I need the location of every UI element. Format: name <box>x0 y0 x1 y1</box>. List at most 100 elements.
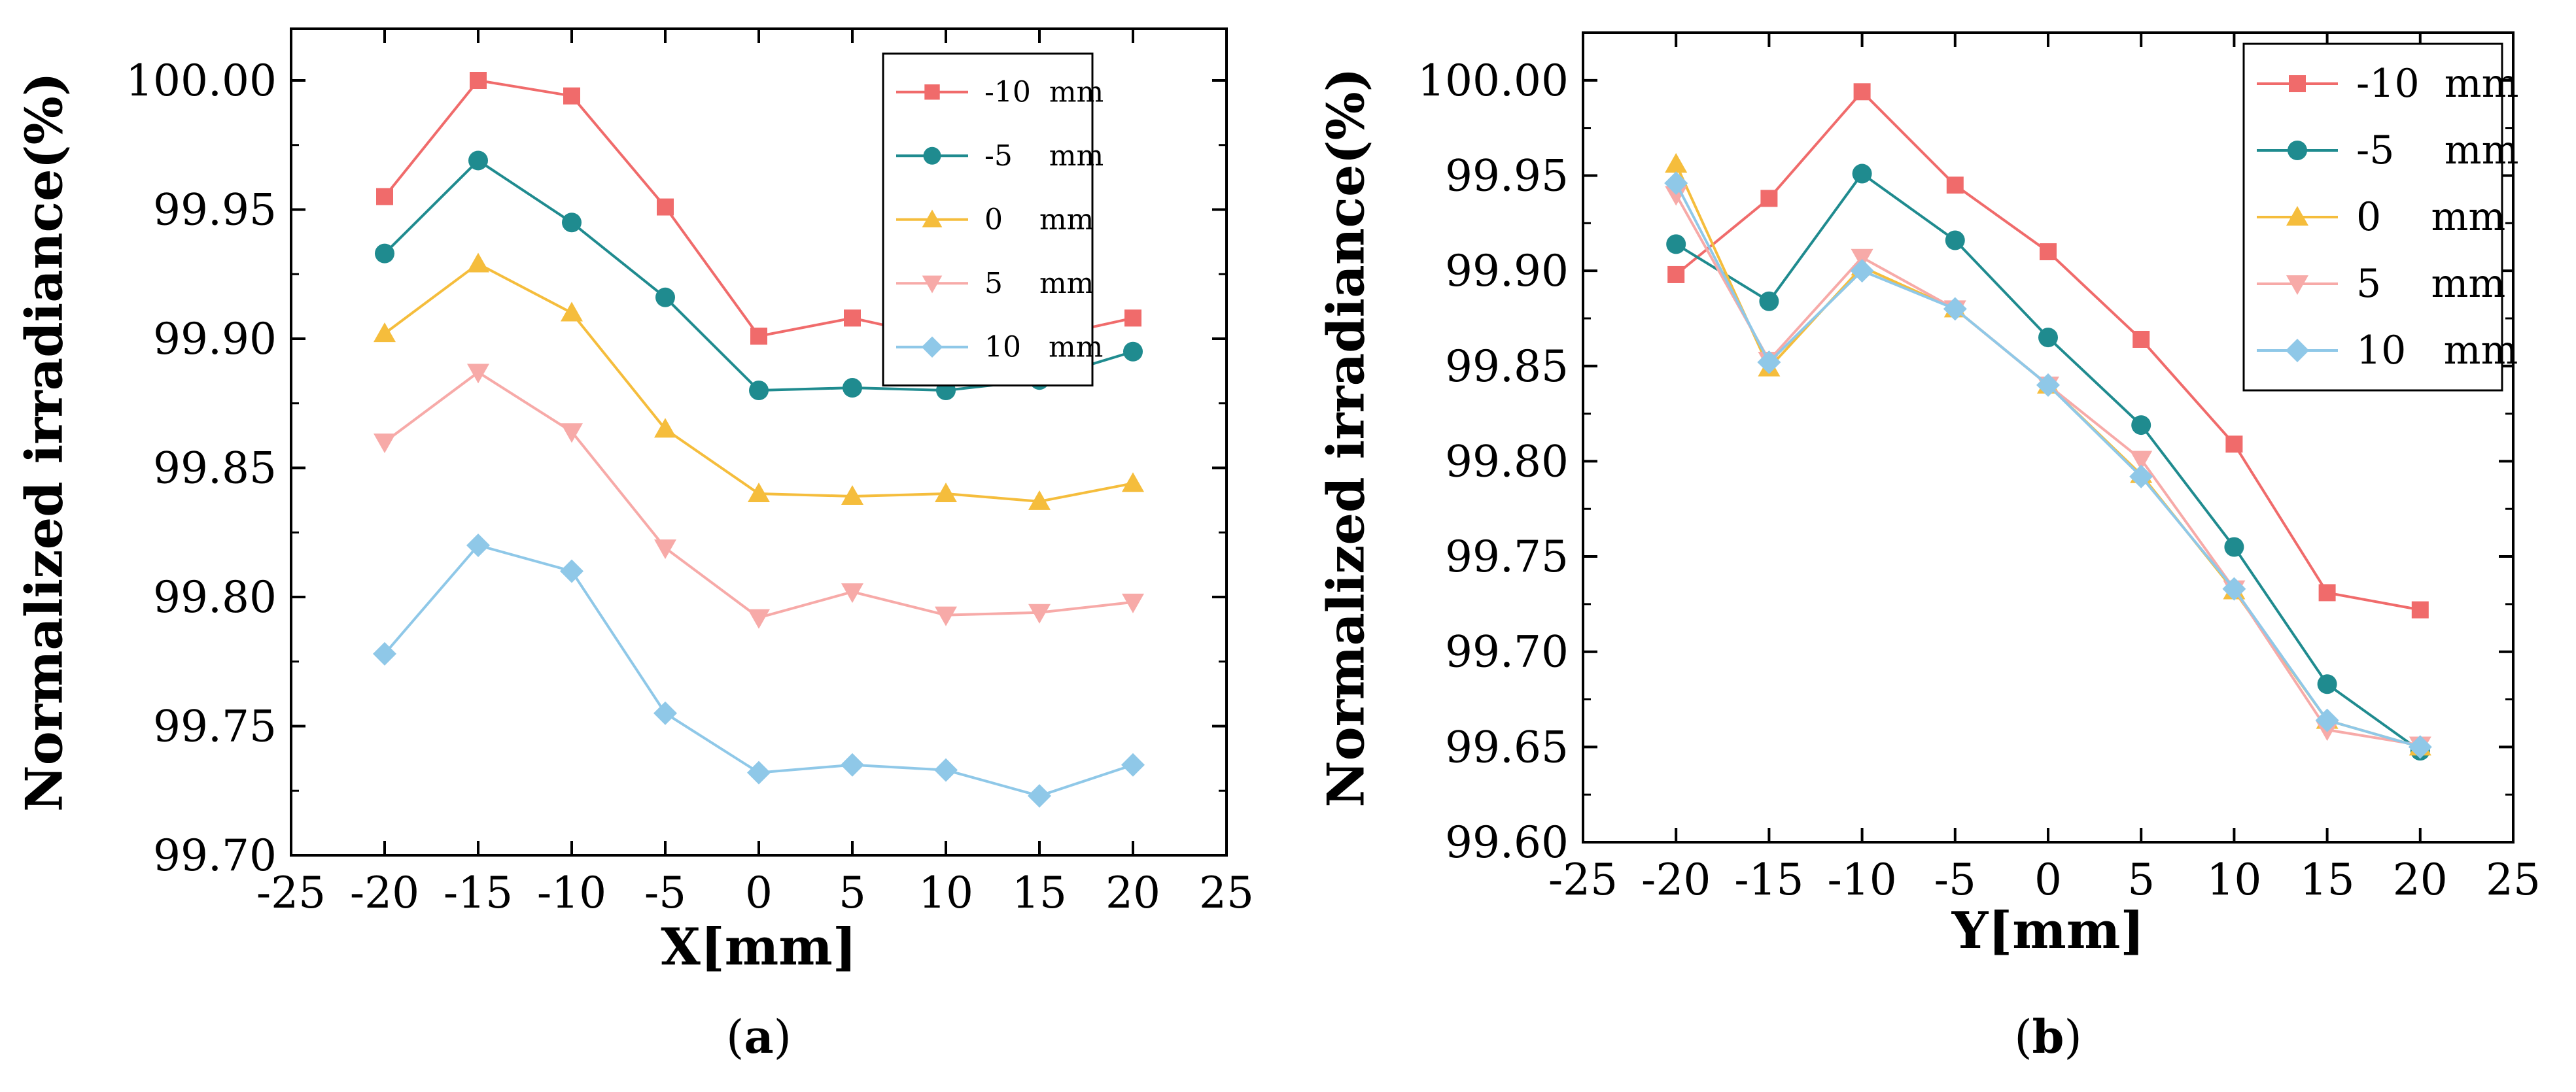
legend-marker <box>2286 206 2308 226</box>
data-point <box>654 418 676 438</box>
data-point <box>1850 259 1874 283</box>
x-tick-label: 25 <box>2486 855 2541 905</box>
data-point <box>653 701 677 725</box>
data-point <box>749 381 769 400</box>
series-4 <box>1664 171 2432 759</box>
data-point <box>2040 243 2057 260</box>
x-tick-label: 15 <box>2300 855 2355 905</box>
x-tick-label: -10 <box>1827 855 1896 905</box>
legend: -10 mm -5 mm 0 mm 5 mm 10 mm <box>2242 43 2519 392</box>
data-point <box>560 559 583 583</box>
x-axis-label: X[mm] <box>661 917 856 977</box>
y-tick-label: 99.85 <box>153 443 277 494</box>
data-point <box>935 483 957 502</box>
data-point <box>934 758 958 782</box>
y-tick-label: 99.65 <box>1445 722 1569 772</box>
y-tick-label: 99.75 <box>1445 532 1569 582</box>
chart-panel-a: -25 -20 -15 -10 -5 0 5 10 15 20 25 99.70 99.75 99.80 9… <box>15 27 1254 1064</box>
x-tick-label: 5 <box>839 868 866 918</box>
x-tick-label: -20 <box>1641 855 1711 905</box>
data-point <box>2038 328 2058 348</box>
legend-label: 0 mm <box>984 203 1094 236</box>
y-tick-label: 99.90 <box>1445 246 1569 296</box>
legend-label: -10 mm <box>984 75 1104 109</box>
y-tick-label: 99.95 <box>153 185 277 235</box>
data-point <box>1665 186 1688 206</box>
data-point <box>935 606 957 626</box>
data-point <box>561 301 583 322</box>
data-point <box>376 188 393 205</box>
data-point <box>467 364 489 384</box>
data-point <box>466 534 490 557</box>
data-point <box>1943 297 1967 321</box>
data-point <box>1664 171 1688 196</box>
data-point <box>841 485 863 505</box>
legend-marker <box>921 336 943 358</box>
data-point <box>373 641 396 666</box>
x-tick-label: 5 <box>2127 855 2155 905</box>
data-point <box>655 287 675 307</box>
data-point <box>2317 674 2337 694</box>
data-point <box>2036 373 2060 397</box>
data-point <box>1667 265 1685 283</box>
data-point <box>1759 291 1779 311</box>
data-point <box>1852 163 1872 184</box>
chart-panel-b: -25 -20 -15 -10 -5 0 5 10 15 20 25 99.60 99.65 99.70 9… <box>1317 31 2541 1064</box>
legend-label: -5 mm <box>2356 128 2519 173</box>
y-tick-label: 99.60 <box>1445 817 1569 868</box>
data-point <box>844 309 861 327</box>
data-point <box>2131 415 2151 435</box>
legend-label: 10 mm <box>984 330 1103 364</box>
legend: -10 mm -5 mm 0 mm 5 mm 10 mm <box>882 52 1104 386</box>
data-point <box>2318 584 2336 602</box>
data-point <box>748 609 770 629</box>
x-tick-label: -25 <box>1548 855 1618 905</box>
data-point <box>467 252 489 273</box>
data-point <box>2222 577 2246 601</box>
data-point <box>841 753 864 777</box>
data-point <box>1028 604 1051 624</box>
data-point <box>1665 152 1688 173</box>
data-point <box>470 72 487 89</box>
data-point <box>1122 593 1144 613</box>
legend-label: 0 mm <box>2356 194 2505 240</box>
data-point <box>468 150 488 171</box>
data-point <box>1946 177 1964 194</box>
data-point <box>654 539 676 559</box>
series-0 <box>1667 83 2429 619</box>
data-point <box>1853 83 1871 101</box>
legend-label: 5 mm <box>2356 261 2505 307</box>
data-point <box>374 434 396 453</box>
legend-marker <box>924 84 940 100</box>
data-point <box>1121 753 1145 777</box>
y-tick-label: 99.80 <box>153 572 277 623</box>
x-tick-label: -5 <box>1934 855 1976 905</box>
data-point <box>1124 309 1141 327</box>
panel-label: (a) <box>726 1010 792 1064</box>
y-tick-label: 99.80 <box>1445 436 1569 486</box>
x-tick-label: 15 <box>1012 868 1067 918</box>
data-point <box>1851 248 1873 269</box>
x-tick-label: 25 <box>1199 868 1254 918</box>
series-1 <box>1666 163 2430 761</box>
legend-marker <box>2286 275 2308 295</box>
data-point <box>750 328 767 345</box>
x-tick-label: 0 <box>745 868 773 918</box>
x-tick-label: -25 <box>256 868 326 918</box>
x-tick-label: 0 <box>2034 855 2062 905</box>
data-point <box>841 583 863 604</box>
legend-marker <box>2286 339 2309 362</box>
y-tick-label: 99.70 <box>153 830 277 881</box>
legend-label: 10 mm <box>2356 328 2518 373</box>
y-tick-label: 99.70 <box>1445 627 1569 677</box>
series-2 <box>374 252 1144 510</box>
data-point <box>1122 472 1144 492</box>
y-tick-label: 100.00 <box>1418 56 1569 106</box>
y-tick-label: 99.90 <box>153 314 277 364</box>
data-point <box>2225 435 2243 453</box>
data-point <box>2129 464 2153 488</box>
data-point <box>747 760 771 785</box>
legend-marker <box>923 146 941 165</box>
series-3 <box>374 364 1144 629</box>
x-tick-label: -15 <box>1734 855 1803 905</box>
